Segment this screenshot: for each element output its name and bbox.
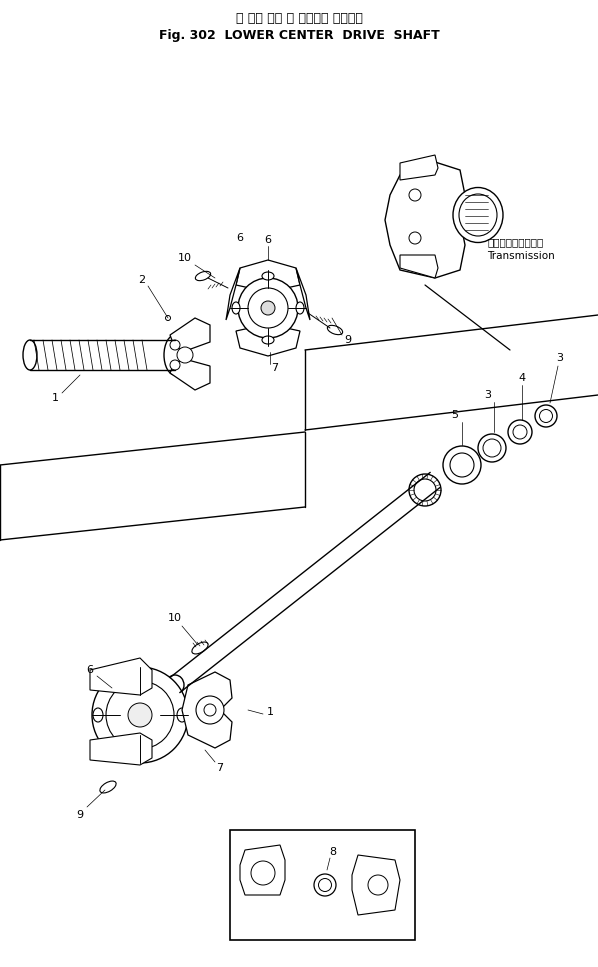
Circle shape <box>106 681 174 749</box>
Ellipse shape <box>196 272 210 280</box>
Text: 10: 10 <box>178 253 192 263</box>
Circle shape <box>409 189 421 201</box>
Ellipse shape <box>166 675 184 695</box>
Circle shape <box>261 301 275 315</box>
Circle shape <box>177 347 193 363</box>
Circle shape <box>368 875 388 895</box>
Ellipse shape <box>314 874 336 896</box>
Ellipse shape <box>409 474 441 506</box>
Text: 6: 6 <box>87 665 93 675</box>
Polygon shape <box>400 155 438 180</box>
Ellipse shape <box>166 315 170 320</box>
Circle shape <box>196 696 224 724</box>
Text: 4: 4 <box>518 373 526 383</box>
Circle shape <box>238 278 298 338</box>
Polygon shape <box>226 268 240 320</box>
Ellipse shape <box>453 188 503 243</box>
Text: 1: 1 <box>51 393 59 403</box>
Polygon shape <box>236 260 300 292</box>
Ellipse shape <box>232 302 240 314</box>
Polygon shape <box>240 845 285 895</box>
Text: 8: 8 <box>329 847 337 857</box>
Text: トランスミッション: トランスミッション <box>487 237 543 247</box>
Polygon shape <box>170 360 210 390</box>
Circle shape <box>204 704 216 716</box>
Ellipse shape <box>164 335 186 375</box>
Text: 6: 6 <box>236 233 243 243</box>
Text: 1: 1 <box>267 707 273 717</box>
Text: Transmission: Transmission <box>487 251 555 261</box>
Ellipse shape <box>450 453 474 477</box>
Ellipse shape <box>459 194 497 236</box>
Text: 2: 2 <box>139 275 145 285</box>
Ellipse shape <box>296 302 304 314</box>
Text: 7: 7 <box>216 763 224 773</box>
Polygon shape <box>400 255 438 278</box>
Ellipse shape <box>192 642 208 654</box>
Circle shape <box>170 340 180 350</box>
Ellipse shape <box>262 336 274 344</box>
Text: 7: 7 <box>271 363 279 373</box>
Polygon shape <box>296 268 310 320</box>
Circle shape <box>170 360 180 370</box>
Text: ロ ワー セン タ ドライブ シャフト: ロ ワー セン タ ドライブ シャフト <box>236 12 362 24</box>
Circle shape <box>409 232 421 244</box>
Ellipse shape <box>539 409 553 423</box>
Text: Fig. 302  LOWER CENTER  DRIVE  SHAFT: Fig. 302 LOWER CENTER DRIVE SHAFT <box>158 28 440 42</box>
Polygon shape <box>385 162 465 278</box>
Polygon shape <box>90 733 152 765</box>
Ellipse shape <box>513 425 527 439</box>
Circle shape <box>248 288 288 328</box>
Bar <box>230 830 415 940</box>
Ellipse shape <box>133 752 147 762</box>
Ellipse shape <box>443 446 481 484</box>
Ellipse shape <box>414 479 436 501</box>
Polygon shape <box>170 318 210 350</box>
Ellipse shape <box>508 420 532 444</box>
Text: 9: 9 <box>77 810 84 820</box>
Ellipse shape <box>478 434 506 462</box>
Circle shape <box>92 667 188 763</box>
Ellipse shape <box>327 325 343 335</box>
Text: 3: 3 <box>484 390 492 400</box>
Circle shape <box>251 861 275 885</box>
Polygon shape <box>236 324 300 356</box>
Ellipse shape <box>319 878 331 892</box>
Text: 5: 5 <box>451 410 459 420</box>
Ellipse shape <box>93 708 103 722</box>
Ellipse shape <box>133 668 147 678</box>
Polygon shape <box>90 658 152 695</box>
Text: 9: 9 <box>344 335 352 345</box>
Polygon shape <box>182 672 232 748</box>
Ellipse shape <box>483 439 501 457</box>
Ellipse shape <box>23 340 37 370</box>
Circle shape <box>128 703 152 727</box>
Ellipse shape <box>535 405 557 427</box>
Ellipse shape <box>100 781 116 793</box>
Polygon shape <box>352 855 400 915</box>
Ellipse shape <box>177 708 187 722</box>
Text: 3: 3 <box>557 353 563 363</box>
Ellipse shape <box>262 272 274 280</box>
Text: 6: 6 <box>264 235 271 245</box>
Text: 10: 10 <box>168 613 182 623</box>
